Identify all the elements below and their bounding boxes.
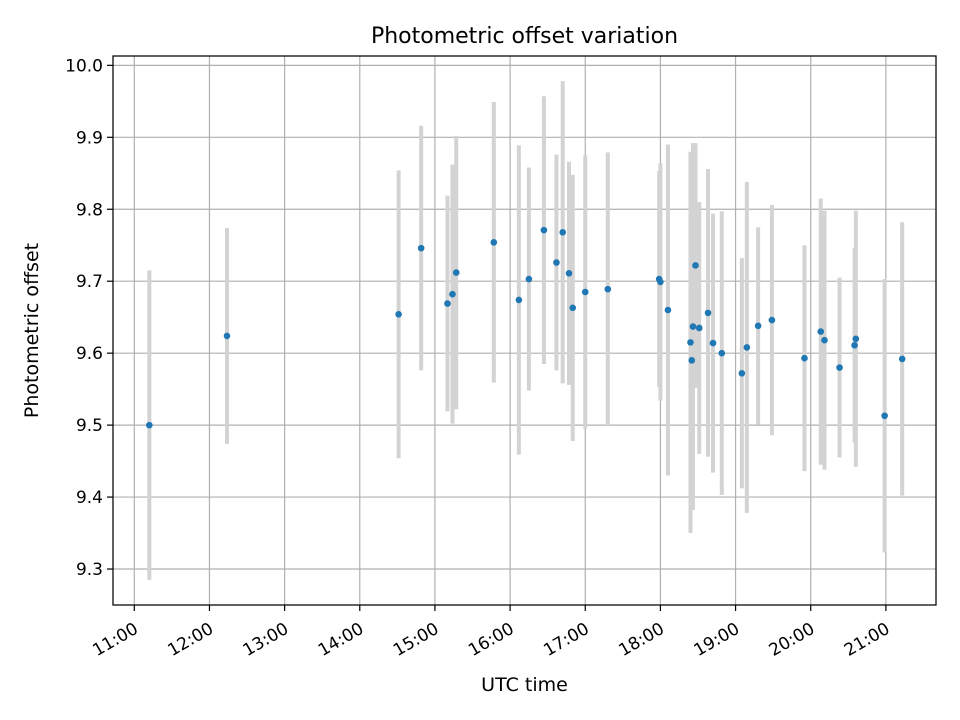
data-point — [569, 304, 577, 312]
y-tick-label: 9.8 — [76, 200, 103, 220]
data-point — [687, 339, 694, 346]
data-point — [881, 412, 888, 420]
y-tick-label: 9.3 — [76, 560, 103, 580]
y-tick-label: 9.5 — [76, 416, 103, 436]
y-tick-label: 9.4 — [76, 488, 103, 508]
data-point — [444, 300, 451, 307]
data-point — [581, 288, 589, 296]
data-point — [754, 322, 762, 330]
y-tick-label: 9.6 — [76, 344, 103, 364]
data-point — [718, 349, 726, 357]
chart-title: Photometric offset variation — [371, 24, 678, 49]
data-point — [417, 244, 425, 252]
data-point — [559, 228, 567, 236]
data-point — [146, 421, 153, 429]
y-axis-ticks: 9.3 9.4 9.5 9.6 9.7 9.8 9.9 10.0 — [65, 56, 113, 580]
data-point — [565, 269, 573, 277]
x-axis-label: UTC time — [481, 674, 568, 696]
data-point — [836, 364, 843, 371]
data-point — [553, 259, 560, 266]
point-layer — [146, 226, 906, 429]
data-point — [738, 370, 746, 377]
y-axis-label: Photometric offset — [21, 243, 43, 418]
data-point — [821, 336, 828, 344]
data-point — [801, 354, 808, 362]
data-point — [490, 239, 498, 246]
plot-frame — [112, 55, 937, 606]
data-point — [452, 269, 460, 276]
data-point — [688, 357, 696, 364]
data-point — [817, 328, 825, 335]
data-point — [852, 335, 860, 343]
data-point — [743, 344, 751, 351]
data-point — [851, 341, 858, 349]
data-point — [898, 355, 906, 363]
data-point — [704, 309, 712, 317]
data-point — [604, 285, 612, 293]
data-point — [657, 278, 664, 286]
data-point — [223, 332, 231, 340]
data-point — [664, 306, 672, 314]
data-point — [692, 262, 699, 269]
y-tick-label: 9.9 — [76, 128, 103, 148]
data-point — [515, 296, 523, 304]
data-point — [540, 226, 548, 234]
data-point — [525, 275, 533, 283]
y-tick-label: 9.7 — [76, 272, 103, 292]
data-point — [395, 311, 402, 318]
data-point — [768, 316, 776, 324]
grid-layer — [113, 56, 936, 605]
data-point — [449, 290, 456, 298]
data-point — [709, 339, 717, 347]
data-point — [695, 324, 703, 332]
y-tick-label: 10.0 — [65, 56, 103, 76]
data-point — [689, 323, 697, 330]
